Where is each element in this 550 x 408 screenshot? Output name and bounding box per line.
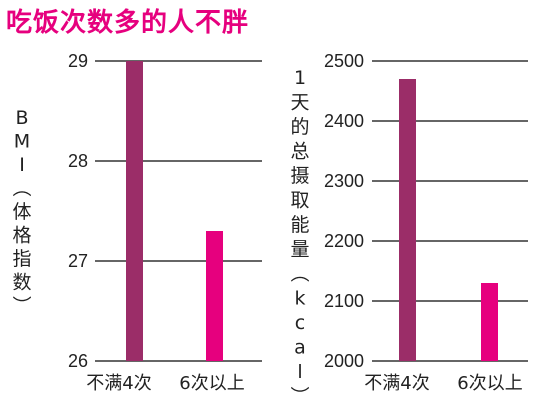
bar-1 bbox=[399, 79, 416, 361]
bar-2 bbox=[206, 231, 223, 361]
y-axis-label-char: （ bbox=[10, 178, 32, 197]
y-tick-label: 2300 bbox=[324, 171, 364, 191]
y-tick-label: 2100 bbox=[324, 291, 364, 311]
y-axis-label-char: 天 bbox=[290, 92, 309, 114]
x-category-label: 6次以上 bbox=[457, 373, 522, 394]
y-axis-label-char: ） bbox=[10, 295, 32, 314]
y-axis-label-char: I bbox=[19, 154, 25, 176]
y-tick-label: 26 bbox=[68, 351, 88, 371]
x-category-label: 不满4次 bbox=[86, 373, 151, 394]
y-axis-label-char: 量 bbox=[290, 239, 309, 261]
y-axis-label-char: 能 bbox=[290, 214, 309, 236]
y-axis-label-char: l bbox=[297, 361, 302, 383]
bar-2 bbox=[481, 283, 498, 361]
y-axis-label-char: 体 bbox=[12, 201, 31, 223]
x-category-label: 不满4次 bbox=[364, 373, 429, 394]
chart-title: 吃饭次数多的人不胖 bbox=[6, 8, 250, 38]
y-axis-label-char: 的 bbox=[290, 116, 309, 138]
y-axis-label-char: （ bbox=[288, 263, 310, 282]
y-axis-label-char: 总 bbox=[290, 141, 309, 163]
bar-1 bbox=[126, 61, 143, 361]
y-tick-label: 2500 bbox=[324, 51, 364, 71]
y-axis-label-char: B bbox=[15, 107, 28, 129]
y-axis-label-char: 摄 bbox=[290, 165, 309, 187]
y-axis-label-char: c bbox=[295, 312, 305, 334]
y-axis-label-char: ） bbox=[288, 386, 310, 405]
y-tick-label: 27 bbox=[68, 251, 88, 271]
y-axis-label-char: k bbox=[294, 288, 305, 310]
y-tick-label: 2200 bbox=[324, 231, 364, 251]
y-tick-label: 29 bbox=[68, 51, 88, 71]
y-axis-label-char: 1 bbox=[294, 67, 306, 89]
x-category-label: 6次以上 bbox=[179, 373, 244, 394]
y-axis-label-char: 格 bbox=[12, 225, 31, 247]
y-axis-label-char: 数 bbox=[12, 272, 31, 294]
y-axis-label-char: 取 bbox=[290, 190, 309, 212]
y-tick-label: 2000 bbox=[324, 351, 364, 371]
y-tick-label: 28 bbox=[68, 151, 88, 171]
y-axis-label-char: a bbox=[294, 337, 306, 359]
y-axis-label-char: 指 bbox=[12, 248, 31, 270]
y-axis-label-char: M bbox=[14, 131, 30, 153]
y-tick-label: 2400 bbox=[324, 111, 364, 131]
